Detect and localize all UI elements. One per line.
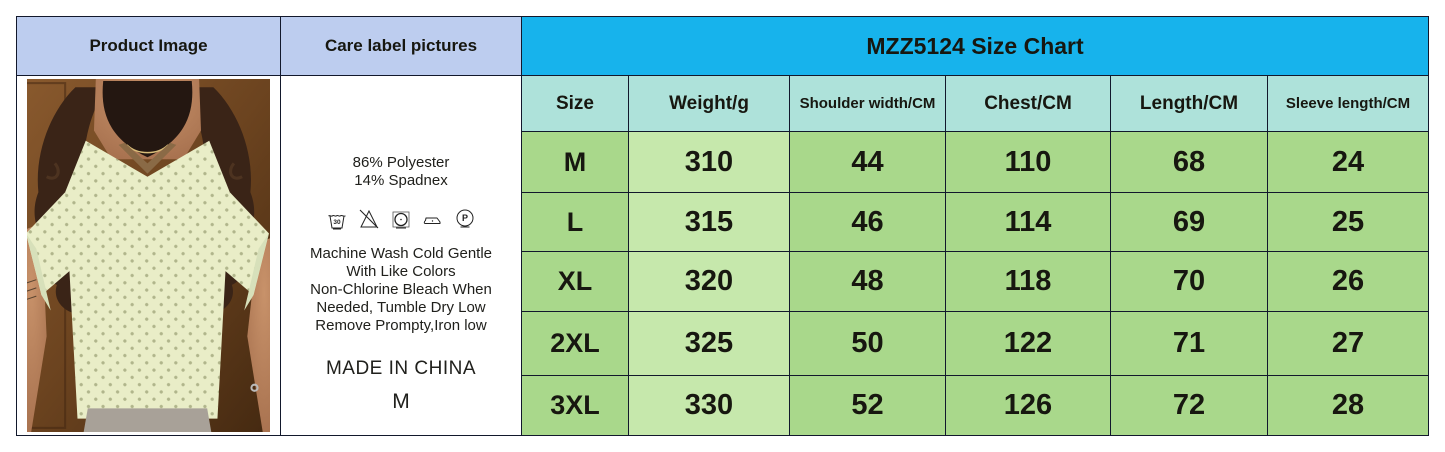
svg-text:30: 30 (333, 219, 341, 226)
svg-text:P: P (462, 213, 468, 223)
